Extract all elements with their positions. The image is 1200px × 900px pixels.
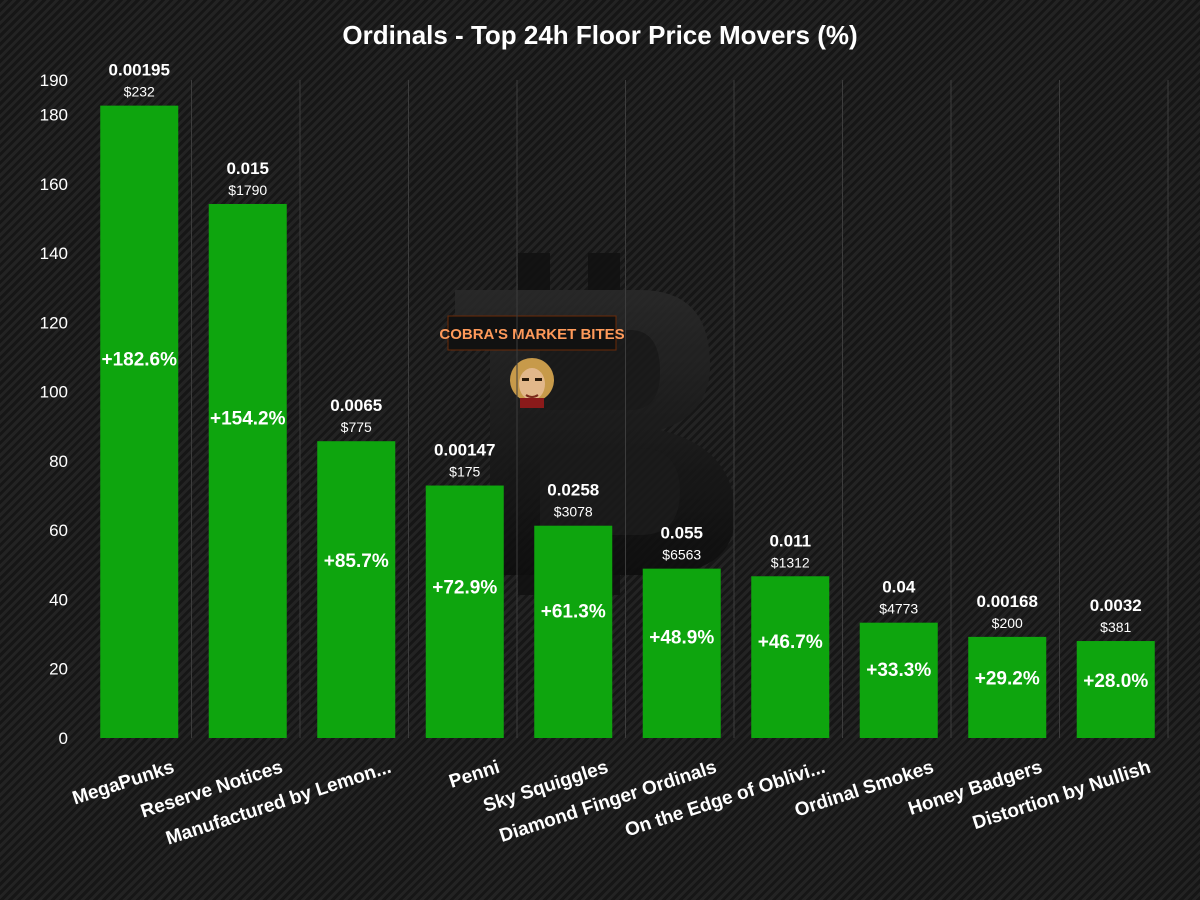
bar-5 bbox=[642, 568, 721, 738]
bar-value-label: +46.7% bbox=[758, 632, 823, 653]
floor-usd-label: $1790 bbox=[228, 182, 267, 198]
y-tick-label: 40 bbox=[49, 590, 68, 609]
floor-usd-label: $775 bbox=[341, 419, 372, 435]
y-tick-label: 120 bbox=[40, 313, 68, 332]
floor-usd-label: $3078 bbox=[554, 504, 593, 520]
bar-value-label: +182.6% bbox=[101, 350, 177, 371]
bar-value-label: +29.2% bbox=[975, 668, 1040, 689]
bar-value-label: +72.9% bbox=[432, 578, 497, 599]
floor-usd-label: $175 bbox=[449, 464, 480, 480]
floor-usd-label: $232 bbox=[124, 84, 155, 100]
bar-value-label: +48.9% bbox=[649, 627, 714, 648]
bar-6 bbox=[751, 576, 830, 738]
y-tick-label: 80 bbox=[49, 452, 68, 471]
brand-watermark: COBRA'S MARKET BITES bbox=[439, 315, 625, 408]
y-tick-label: 140 bbox=[40, 244, 68, 263]
bar-2 bbox=[317, 441, 396, 738]
floor-btc-label: 0.0258 bbox=[547, 481, 599, 500]
floor-btc-label: 0.04 bbox=[882, 578, 916, 597]
floor-usd-label: $200 bbox=[992, 615, 1023, 631]
floor-btc-label: 0.0032 bbox=[1090, 596, 1142, 615]
floor-usd-label: $4773 bbox=[879, 601, 918, 617]
bar-1 bbox=[208, 203, 287, 738]
floor-usd-label: $1312 bbox=[771, 554, 810, 570]
bar-value-label: +28.0% bbox=[1083, 671, 1148, 692]
y-tick-label: 160 bbox=[40, 175, 68, 194]
bar-4 bbox=[534, 525, 613, 738]
bar-value-label: +61.3% bbox=[541, 602, 606, 623]
bar-value-label: +154.2% bbox=[210, 409, 286, 430]
y-tick-label: 100 bbox=[40, 383, 68, 402]
y-tick-label: 20 bbox=[49, 660, 68, 679]
chart-title: Ordinals - Top 24h Floor Price Movers (%… bbox=[342, 20, 858, 50]
bar-0 bbox=[100, 105, 179, 738]
avatar-icon bbox=[510, 358, 554, 408]
x-category-label: Penni bbox=[447, 757, 503, 793]
floor-usd-label: $6563 bbox=[662, 547, 701, 563]
floor-btc-label: 0.00195 bbox=[109, 61, 170, 80]
y-tick-label: 190 bbox=[40, 71, 68, 90]
brand-watermark-text: COBRA'S MARKET BITES bbox=[439, 326, 624, 343]
floor-btc-label: 0.011 bbox=[769, 531, 811, 550]
floor-btc-label: 0.00147 bbox=[434, 441, 495, 460]
floor-btc-label: 0.0065 bbox=[330, 396, 382, 415]
bar-value-label: +33.3% bbox=[866, 660, 931, 681]
bar-7 bbox=[859, 622, 938, 738]
y-tick-label: 0 bbox=[59, 729, 68, 748]
floor-btc-label: 0.055 bbox=[660, 524, 703, 543]
bar-value-label: +85.7% bbox=[324, 551, 389, 572]
floor-usd-label: $381 bbox=[1100, 619, 1131, 635]
bar-8 bbox=[968, 636, 1047, 738]
floor-btc-label: 0.00168 bbox=[977, 592, 1038, 611]
x-category-label: Distortion by Nullish bbox=[970, 757, 1153, 834]
y-tick-label: 180 bbox=[40, 106, 68, 125]
floor-btc-label: 0.015 bbox=[226, 159, 269, 178]
bar-9 bbox=[1076, 641, 1155, 738]
bar-3 bbox=[425, 485, 504, 738]
y-tick-label: 60 bbox=[49, 521, 68, 540]
